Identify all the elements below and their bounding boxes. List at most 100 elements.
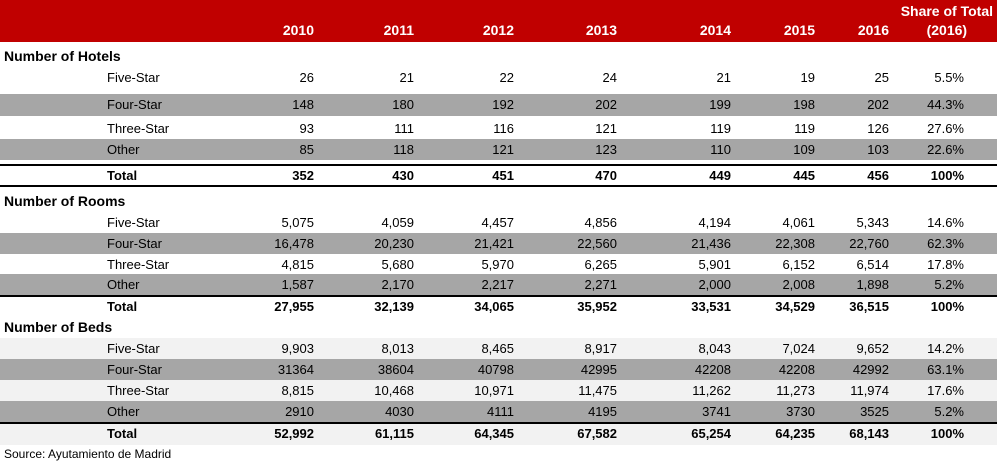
- cell-2014: 65,254: [691, 426, 731, 441]
- cell-2014: 42208: [694, 362, 731, 377]
- cell-2014: 119: [710, 121, 731, 136]
- cell-2011: 111: [394, 121, 414, 136]
- cell-2011: 180: [392, 97, 414, 112]
- cell-2015: 445: [793, 168, 815, 183]
- cell-2012: 451: [492, 168, 514, 183]
- cell-2016: 103: [867, 142, 889, 157]
- cell-2013: 470: [595, 168, 617, 183]
- cell-2011: 430: [392, 168, 414, 183]
- cell-2010: 5,075: [281, 215, 314, 230]
- cell-2012: 2,217: [481, 277, 514, 292]
- cell-2016: 11,974: [850, 383, 889, 398]
- cell-2013: 11,475: [578, 383, 617, 398]
- cell-share: 100%: [930, 168, 964, 183]
- cell-2011: 61,115: [374, 426, 414, 441]
- divider-line: [0, 295, 997, 297]
- table-row: Three-Star 8,815 10,468 10,971 11,475 11,262 1…: [0, 380, 997, 401]
- cell-2013: 42995: [580, 362, 617, 377]
- cell-2011: 4030: [385, 404, 414, 419]
- cell-2014: 449: [709, 168, 731, 183]
- year-header-2015: 2015: [783, 22, 815, 38]
- year-header-2016: 2016: [857, 22, 889, 38]
- cell-2013: 8,917: [584, 341, 617, 356]
- cell-share: 27.6%: [927, 121, 964, 136]
- year-header-2012: 2012: [482, 22, 514, 38]
- row-label: Five-Star: [107, 70, 160, 85]
- divider-line: [0, 422, 997, 424]
- table-row: Four-Star 31364 38604 40798 42995 42208 42208 4…: [0, 359, 997, 380]
- cell-2016: 25: [874, 70, 889, 85]
- cell-2015: 64,235: [775, 426, 815, 441]
- cell-2014: 21: [716, 70, 731, 85]
- cell-2011: 118: [393, 142, 414, 157]
- year-header-2011: 2011: [383, 22, 414, 38]
- cell-2014: 2,000: [698, 277, 731, 292]
- cell-2013: 123: [595, 142, 617, 157]
- row-label: Four-Star: [107, 236, 162, 251]
- cell-2016: 6,514: [856, 257, 889, 272]
- table-row: Five-Star 9,903 8,013 8,465 8,917 8,043 7,024 9…: [0, 338, 997, 359]
- cell-share: 100%: [930, 426, 964, 441]
- cell-share: 14.2%: [927, 341, 964, 356]
- cell-share: 14.6%: [927, 215, 964, 230]
- cell-2010: 148: [292, 97, 314, 112]
- cell-2016: 5,343: [856, 215, 889, 230]
- cell-2012: 34,065: [474, 299, 514, 314]
- cell-2010: 27,955: [274, 299, 314, 314]
- cell-2012: 64,345: [474, 426, 514, 441]
- cell-2011: 10,468: [374, 383, 414, 398]
- cell-2013: 22,560: [577, 236, 617, 251]
- cell-2014: 3741: [702, 404, 731, 419]
- cell-2016: 1,898: [856, 277, 889, 292]
- cell-2013: 24: [602, 70, 617, 85]
- cell-2012: 4,457: [481, 215, 514, 230]
- section-title-number-of-beds: Number of Beds: [4, 319, 113, 335]
- cell-share: 100%: [930, 299, 964, 314]
- cell-2010: 4,815: [281, 257, 314, 272]
- cell-2010: 352: [292, 168, 314, 183]
- cell-2012: 116: [493, 121, 514, 136]
- cell-2013: 4,856: [584, 215, 617, 230]
- cell-2015: 34,529: [775, 299, 815, 314]
- share-header-line-1: Share of Total: [900, 3, 993, 19]
- source-note: Source: Ayutamiento de Madrid: [4, 447, 172, 461]
- row-label: Total: [107, 426, 138, 441]
- cell-2012: 40798: [477, 362, 514, 377]
- cell-2013: 35,952: [577, 299, 617, 314]
- table-row: Four-Star 16,478 20,230 21,421 22,560 21,436 2…: [0, 233, 997, 254]
- cell-2010: 8,815: [281, 383, 314, 398]
- total-row: Total 27,955 32,139 34,065 35,952 33,531 34,52…: [0, 296, 997, 318]
- cell-share: 5.5%: [934, 70, 964, 85]
- table-row: Other 1,587 2,170 2,217 2,271 2,000 2,008 1,898…: [0, 274, 997, 295]
- cell-2012: 8,465: [481, 341, 514, 356]
- cell-share: 17.6%: [927, 383, 964, 398]
- cell-2012: 21,421: [474, 236, 514, 251]
- cell-2015: 3730: [786, 404, 815, 419]
- table-row: Three-Star 93 111 116 121 119 119 126 27.6%: [0, 118, 997, 139]
- cell-2013: 121: [595, 121, 617, 136]
- cell-2015: 109: [793, 142, 815, 157]
- cell-2010: 31364: [277, 362, 314, 377]
- row-label: Three-Star: [107, 257, 170, 272]
- cell-2011: 21: [399, 70, 414, 85]
- cell-2013: 2,271: [584, 277, 617, 292]
- cell-2016: 202: [867, 97, 889, 112]
- row-label: Three-Star: [107, 121, 170, 136]
- cell-2012: 10,971: [474, 383, 514, 398]
- row-label: Total: [107, 299, 138, 314]
- cell-2016: 456: [867, 168, 889, 183]
- total-row: Total 52,992 61,115 64,345 67,582 65,254 64,23…: [0, 423, 997, 445]
- cell-2010: 85: [299, 142, 314, 157]
- year-header-2013: 2013: [585, 22, 617, 38]
- cell-2015: 19: [800, 70, 815, 85]
- row-label: Total: [107, 168, 138, 183]
- cell-2014: 199: [709, 97, 731, 112]
- cell-2010: 2910: [285, 404, 314, 419]
- row-label: Other: [107, 142, 140, 157]
- cell-share: 62.3%: [927, 236, 964, 251]
- table-row: Five-Star 5,075 4,059 4,457 4,856 4,194 4,061 5…: [0, 212, 997, 233]
- cell-2011: 2,170: [381, 277, 414, 292]
- cell-share: 5.2%: [934, 277, 964, 292]
- cell-2010: 1,587: [281, 277, 314, 292]
